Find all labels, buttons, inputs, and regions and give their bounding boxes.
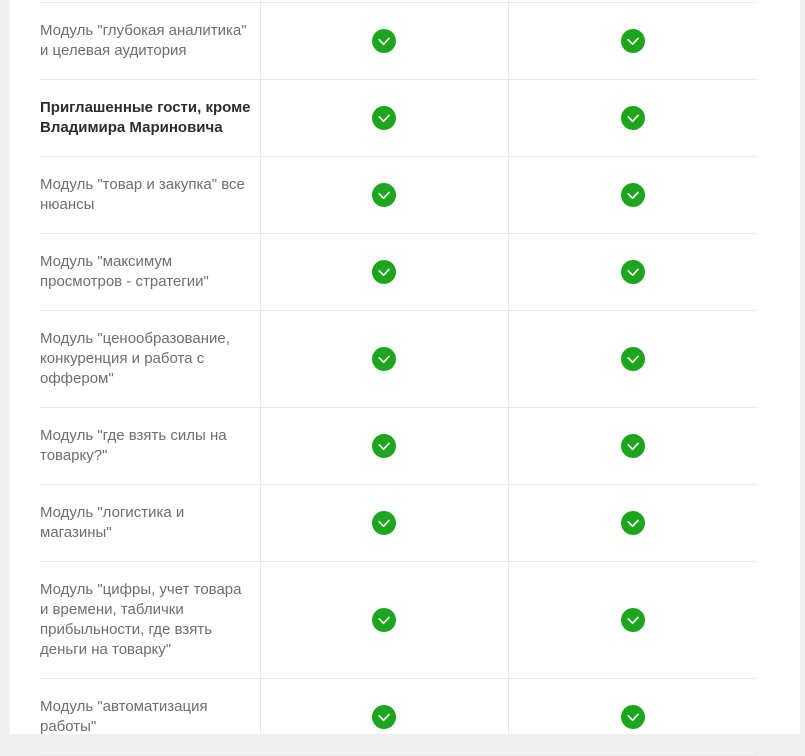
check-circle-icon <box>372 106 396 130</box>
check-circle-icon <box>621 511 645 535</box>
plan-2-cell <box>508 679 758 755</box>
plan-2-cell <box>508 485 758 561</box>
check-circle-icon <box>621 434 645 458</box>
check-circle-icon <box>621 260 645 284</box>
feature-label: Модуль "товар и закупка" все нюансы <box>40 176 245 213</box>
plan-1-cell <box>260 3 508 79</box>
table-row: Модуль "максимум просмотров - стратегии" <box>40 234 758 311</box>
comparison-table: Модуль "глубокая аналитика" и целевая ау… <box>40 2 758 756</box>
feature-label: Модуль "логистика и магазины" <box>40 504 185 541</box>
plan-2-cell <box>508 3 758 79</box>
table-row: Модуль "автоматизация работы" <box>40 679 758 756</box>
check-circle-icon <box>621 29 645 53</box>
check-circle-icon <box>372 608 396 632</box>
plan-1-cell <box>260 80 508 156</box>
plan-2-cell <box>508 80 758 156</box>
column-divider <box>508 0 509 734</box>
check-circle-icon <box>372 347 396 371</box>
page-content: Модуль "глубокая аналитика" и целевая ау… <box>10 0 800 756</box>
plan-2-cell <box>508 408 758 484</box>
check-circle-icon <box>372 260 396 284</box>
check-circle-icon <box>372 29 396 53</box>
check-circle-icon <box>621 608 645 632</box>
plan-1-cell <box>260 679 508 755</box>
feature-label: Модуль "цифры, учет товара и времени, та… <box>40 581 242 658</box>
check-circle-icon <box>372 183 396 207</box>
check-circle-icon <box>621 106 645 130</box>
column-divider <box>260 0 261 734</box>
check-circle-icon <box>621 347 645 371</box>
plan-2-cell <box>508 562 758 678</box>
table-row: Модуль "товар и закупка" все нюансы <box>40 157 758 234</box>
feature-label: Модуль "где взять силы на товарку?" <box>40 427 227 464</box>
plan-1-cell <box>260 562 508 678</box>
plan-1-cell <box>260 485 508 561</box>
plan-1-cell <box>260 408 508 484</box>
table-row: Приглашенные гости, кроме Владимира Мари… <box>40 80 758 157</box>
table-row: Модуль "логистика и магазины" <box>40 485 758 562</box>
plan-2-cell <box>508 157 758 233</box>
feature-label: Модуль "максимум просмотров - стратегии" <box>40 253 209 290</box>
feature-label: Модуль "автоматизация работы" <box>40 698 208 735</box>
table-row: Модуль "глубокая аналитика" и целевая ау… <box>40 3 758 80</box>
check-circle-icon <box>372 511 396 535</box>
feature-label: Модуль "глубокая аналитика" и целевая ау… <box>40 22 247 59</box>
feature-label: Модуль "ценообразование, конкуренция и р… <box>40 330 230 387</box>
check-circle-icon <box>621 705 645 729</box>
plan-2-cell <box>508 234 758 310</box>
check-circle-icon <box>372 434 396 458</box>
table-row: Модуль "ценообразование, конкуренция и р… <box>40 311 758 408</box>
plan-2-cell <box>508 311 758 407</box>
table-row: Модуль "где взять силы на товарку?" <box>40 408 758 485</box>
feature-label: Приглашенные гости, кроме Владимира Мари… <box>40 99 251 136</box>
plan-1-cell <box>260 311 508 407</box>
table-row: Модуль "цифры, учет товара и времени, та… <box>40 562 758 679</box>
check-circle-icon <box>372 705 396 729</box>
check-circle-icon <box>621 183 645 207</box>
plan-1-cell <box>260 234 508 310</box>
plan-1-cell <box>260 157 508 233</box>
